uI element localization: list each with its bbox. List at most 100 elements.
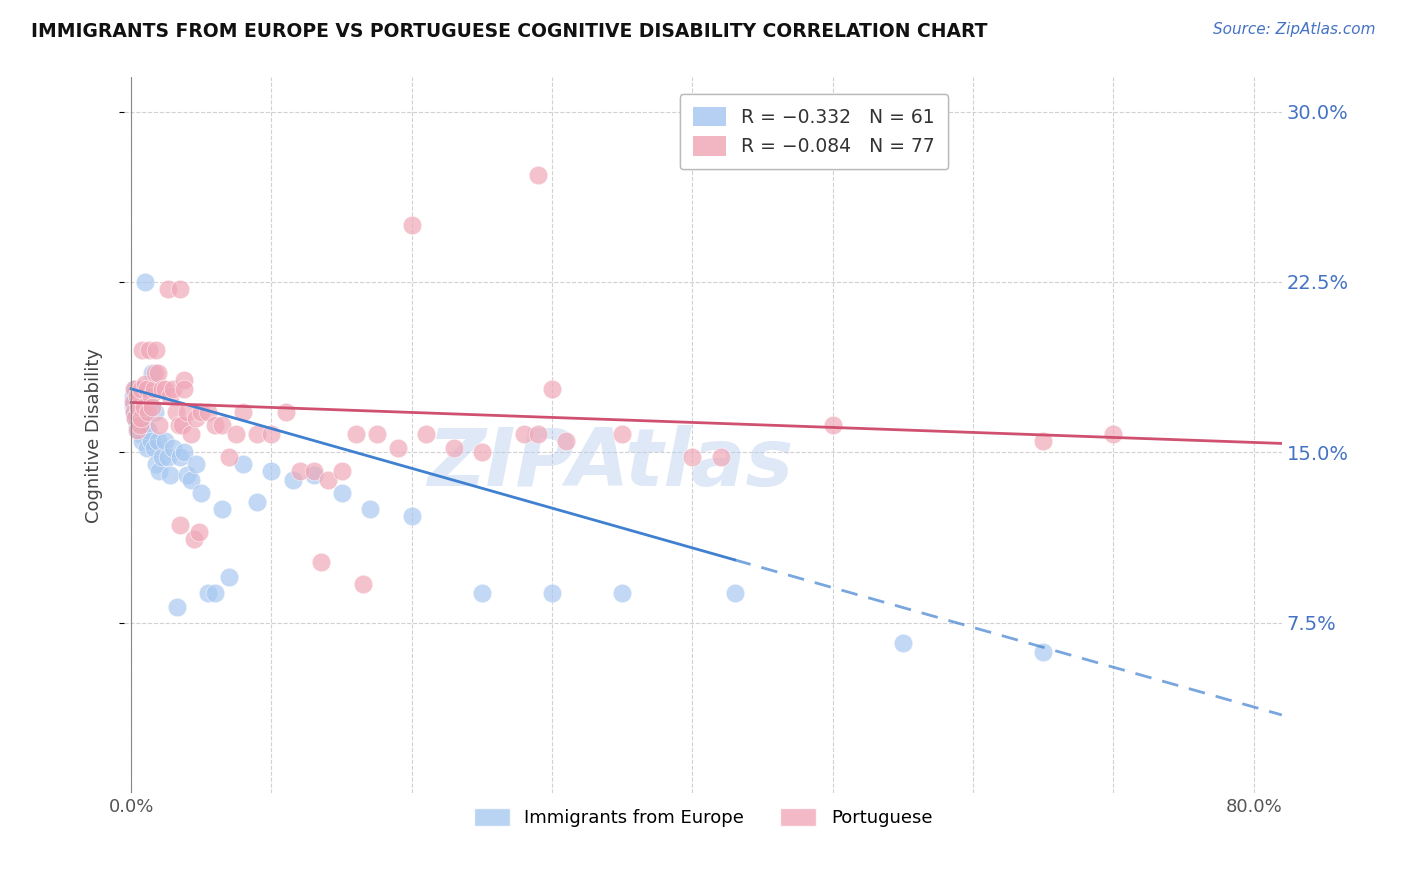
Point	[142, 441, 165, 455]
Point	[218, 450, 240, 464]
Point	[281, 473, 304, 487]
Text: Source: ZipAtlas.com: Source: ZipAtlas.com	[1212, 22, 1375, 37]
Point	[153, 434, 176, 448]
Point	[352, 577, 374, 591]
Point	[541, 586, 564, 600]
Point	[232, 457, 254, 471]
Point	[135, 382, 157, 396]
Point	[555, 434, 578, 448]
Point	[141, 366, 163, 380]
Point	[541, 382, 564, 396]
Point	[138, 343, 160, 358]
Point	[387, 441, 409, 455]
Point	[162, 382, 184, 396]
Point	[134, 275, 156, 289]
Point	[128, 395, 150, 409]
Point	[359, 502, 381, 516]
Point	[139, 389, 162, 403]
Point	[366, 427, 388, 442]
Point	[127, 404, 149, 418]
Point	[1102, 427, 1125, 442]
Point	[527, 168, 550, 182]
Point	[184, 457, 207, 471]
Point	[156, 282, 179, 296]
Point	[401, 218, 423, 232]
Point	[127, 400, 149, 414]
Point	[612, 586, 634, 600]
Point	[309, 555, 332, 569]
Point	[184, 411, 207, 425]
Point	[136, 423, 159, 437]
Text: ZIPAtlas: ZIPAtlas	[427, 425, 793, 503]
Point	[122, 404, 145, 418]
Point	[274, 404, 297, 418]
Text: IMMIGRANTS FROM EUROPE VS PORTUGUESE COGNITIVE DISABILITY CORRELATION CHART: IMMIGRANTS FROM EUROPE VS PORTUGUESE COG…	[31, 22, 987, 41]
Point	[129, 427, 152, 442]
Point	[131, 404, 153, 418]
Point	[302, 468, 325, 483]
Point	[145, 343, 167, 358]
Point	[150, 382, 173, 396]
Point	[134, 377, 156, 392]
Point	[197, 404, 219, 418]
Point	[169, 450, 191, 464]
Point	[344, 427, 367, 442]
Point	[190, 486, 212, 500]
Point	[129, 411, 152, 425]
Point	[471, 586, 494, 600]
Point	[302, 464, 325, 478]
Point	[129, 382, 152, 396]
Point	[125, 418, 148, 433]
Point	[167, 418, 190, 433]
Point	[218, 570, 240, 584]
Point	[128, 389, 150, 403]
Point	[138, 395, 160, 409]
Point	[132, 400, 155, 414]
Point	[125, 423, 148, 437]
Point	[135, 441, 157, 455]
Point	[148, 418, 170, 433]
Point	[125, 389, 148, 403]
Point	[153, 382, 176, 396]
Point	[131, 343, 153, 358]
Point	[125, 400, 148, 414]
Point	[183, 532, 205, 546]
Point	[148, 464, 170, 478]
Point	[173, 373, 195, 387]
Point	[146, 434, 169, 448]
Point	[246, 495, 269, 509]
Point	[1032, 645, 1054, 659]
Point	[709, 450, 731, 464]
Point	[173, 445, 195, 459]
Point	[165, 404, 187, 418]
Point	[127, 423, 149, 437]
Point	[136, 404, 159, 418]
Point	[260, 464, 283, 478]
Point	[122, 404, 145, 418]
Point	[891, 109, 914, 123]
Point	[513, 427, 536, 442]
Point	[197, 586, 219, 600]
Point	[821, 418, 844, 433]
Point	[132, 418, 155, 433]
Point	[612, 427, 634, 442]
Point	[180, 473, 202, 487]
Point	[1032, 434, 1054, 448]
Point	[150, 450, 173, 464]
Point	[330, 464, 353, 478]
Point	[288, 464, 311, 478]
Y-axis label: Cognitive Disability: Cognitive Disability	[86, 348, 103, 523]
Point	[122, 395, 145, 409]
Point	[176, 404, 198, 418]
Point	[173, 382, 195, 396]
Point	[166, 599, 188, 614]
Point	[211, 418, 233, 433]
Point	[127, 389, 149, 403]
Point	[187, 524, 209, 539]
Point	[134, 411, 156, 425]
Point	[121, 395, 143, 409]
Point	[141, 400, 163, 414]
Point	[190, 404, 212, 418]
Point	[142, 382, 165, 396]
Legend: Immigrants from Europe, Portuguese: Immigrants from Europe, Portuguese	[467, 801, 939, 834]
